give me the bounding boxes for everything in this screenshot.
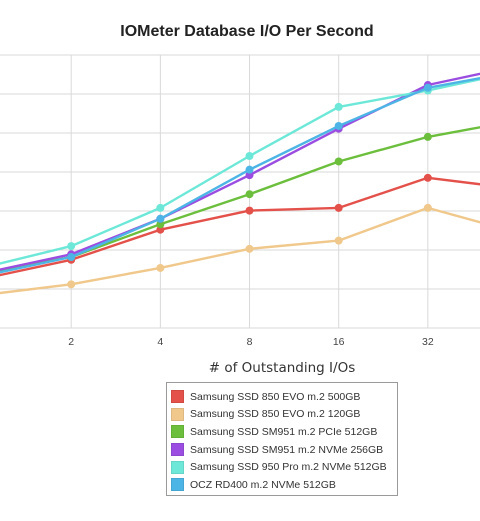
legend-item: Samsung SSD 950 Pro m.2 NVMe 512GB	[171, 458, 397, 476]
legend-swatch	[171, 443, 184, 457]
legend-label: Samsung SSD SM951 m.2 PCIe 512GB	[190, 425, 378, 438]
data-point	[423, 203, 432, 212]
legend-label: Samsung SSD SM951 m.2 NVMe 256GB	[190, 443, 384, 456]
data-point	[156, 203, 165, 212]
data-point	[156, 214, 165, 223]
legend-swatch	[171, 407, 184, 421]
data-point	[67, 280, 76, 289]
legend-label: Samsung SSD 850 EVO m.2 500GB	[190, 390, 361, 403]
legend-item: Samsung SSD 850 EVO m.2 120GB	[171, 406, 397, 424]
legend-item: Samsung SSD SM951 m.2 NVMe 256GB	[171, 441, 397, 459]
data-point	[423, 132, 432, 141]
series-ocz-rd400-m-2-nvme-512gb	[0, 76, 480, 274]
x-tick-label: 2	[68, 336, 74, 348]
data-point	[245, 244, 254, 253]
data-point	[423, 173, 432, 182]
data-point	[245, 206, 254, 215]
x-axis-label: # of Outstanding I/Os	[209, 360, 355, 376]
x-tick-label: 16	[333, 336, 345, 348]
data-point	[334, 102, 343, 111]
series-line	[0, 176, 480, 277]
chart-title: IOMeter Database I/O Per Second	[120, 23, 373, 40]
legend-swatch	[171, 478, 184, 492]
data-point	[156, 263, 165, 272]
data-point	[67, 242, 76, 251]
legend-label: Samsung SSD 950 Pro m.2 NVMe 512GB	[190, 461, 387, 474]
series-samsung-ssd-850-evo-m-2-120gb	[0, 203, 480, 295]
data-point	[67, 253, 76, 262]
legend-swatch	[171, 425, 184, 439]
data-point	[245, 165, 254, 174]
series-samsung-ssd-950-pro-m-2-nvme-512gb	[0, 78, 480, 265]
data-point	[334, 157, 343, 166]
data-point	[423, 83, 432, 92]
legend-item: Samsung SSD 850 EVO m.2 500GB	[171, 388, 397, 406]
x-tick-label: 4	[157, 336, 163, 348]
data-point	[245, 152, 254, 161]
data-point	[334, 203, 343, 212]
data-point	[334, 121, 343, 130]
legend-label: OCZ RD400 m.2 NVMe 512GB	[190, 478, 336, 491]
data-point	[245, 190, 254, 199]
grid	[0, 54, 480, 329]
legend-swatch	[171, 460, 184, 474]
legend-swatch	[171, 390, 184, 404]
x-tick-label: 32	[422, 336, 434, 348]
legend-item: Samsung SSD SM951 m.2 PCIe 512GB	[171, 423, 397, 441]
legend-item: OCZ RD400 m.2 NVMe 512GB	[171, 476, 397, 494]
x-axis-tick-labels: 2 4 8 16 32	[68, 336, 434, 348]
data-point	[334, 236, 343, 245]
legend: Samsung SSD 850 EVO m.2 500GB Samsung SSD…	[166, 382, 398, 496]
x-tick-label: 8	[247, 336, 253, 348]
series-samsung-ssd-850-evo-m-2-500gb	[0, 173, 480, 277]
series-group	[0, 72, 480, 295]
series-line	[0, 78, 480, 265]
legend-label: Samsung SSD 850 EVO m.2 120GB	[190, 408, 361, 421]
